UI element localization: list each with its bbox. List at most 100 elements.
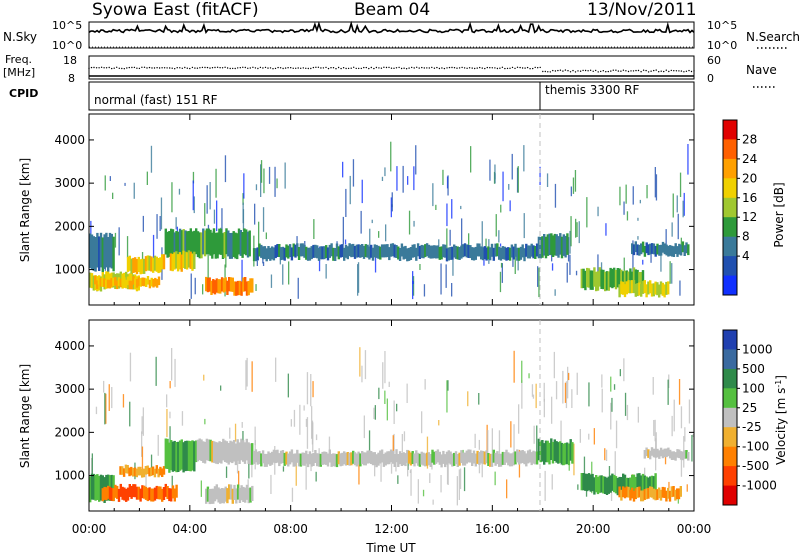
noise-column: [551, 474, 553, 490]
freq-dot: [179, 67, 181, 69]
echo-cell: [239, 230, 242, 256]
noise-column: [481, 458, 483, 478]
echo-cell: [469, 449, 472, 463]
echo-cell: [95, 280, 99, 289]
echo-cell: [195, 228, 198, 255]
echo-cell: [350, 452, 353, 466]
velocity-colorbar-tick-label: -25: [742, 420, 762, 434]
noise-column: [677, 497, 679, 504]
freq-dot: [693, 70, 695, 72]
noise-column: [401, 434, 403, 453]
echo-cell: [665, 448, 668, 458]
echo-cell: [296, 449, 299, 463]
echo-cell: [555, 234, 558, 256]
echo-cell: [634, 488, 637, 500]
echo-cell: [139, 488, 142, 502]
echo-cell: [587, 473, 591, 491]
noise-column: [166, 409, 168, 438]
echo-cell: [424, 244, 427, 258]
freq-dot: [224, 66, 226, 69]
echo-cell: [135, 279, 139, 288]
noise-column: [384, 167, 386, 177]
noise-column: [412, 276, 415, 296]
noise-column: [562, 370, 564, 404]
echo-cell: [240, 438, 243, 461]
echo-cell: [196, 231, 200, 258]
echo-cell: [582, 268, 585, 289]
echo-cell: [413, 244, 416, 258]
echo-cell: [641, 473, 645, 492]
echo-cell: [198, 438, 201, 461]
echo-cell: [230, 232, 234, 259]
noise-column: [220, 385, 222, 391]
echo-cell: [232, 231, 235, 257]
echo-cell: [161, 488, 164, 502]
echo-cell: [370, 244, 373, 258]
echo-cell: [235, 488, 238, 504]
echo-cell: [194, 440, 198, 463]
freq-dot: [461, 66, 463, 69]
freq-dot: [232, 67, 234, 70]
y-tick-label: 3000: [54, 382, 85, 396]
nsky-label: N.Sky: [3, 30, 37, 44]
noise-column: [687, 144, 689, 175]
freq-dot: [390, 67, 393, 69]
echo-cell: [634, 283, 637, 297]
echo-cell: [478, 243, 481, 257]
freq-dot: [267, 67, 269, 69]
freq-dot: [350, 67, 352, 69]
noise-column: [600, 262, 603, 271]
echo-cell: [474, 453, 477, 467]
echo-cell: [152, 488, 155, 502]
freq-dot: [274, 67, 277, 70]
echo-cell: [108, 279, 111, 289]
echo-cell: [636, 269, 639, 290]
echo-cell: [218, 228, 221, 255]
echo-cell: [229, 440, 232, 463]
echo-cell: [205, 276, 208, 292]
echo-cell: [133, 467, 137, 477]
echo-cell: [106, 279, 110, 289]
noise-column: [234, 423, 237, 442]
freq-dot: [416, 66, 418, 69]
noise-column: [467, 391, 469, 407]
noise-column: [342, 161, 344, 178]
noise-column: [576, 372, 578, 395]
echo-cell: [108, 486, 112, 500]
noise-column: [276, 178, 278, 189]
echo-cell: [287, 453, 290, 467]
echo-cell: [544, 440, 548, 463]
echo-cell: [543, 234, 546, 256]
echo-cell: [451, 246, 454, 260]
echo-cell: [326, 247, 330, 261]
noise-column: [619, 186, 621, 206]
echo-cell: [119, 466, 122, 475]
echo-cell: [110, 487, 113, 501]
echo-cell: [155, 465, 158, 474]
noise-column: [336, 241, 338, 245]
echo-cell: [166, 231, 169, 258]
freq-tick-bottom: 8: [68, 72, 75, 85]
echo-cell: [211, 232, 214, 259]
echo-cell: [458, 452, 461, 466]
echo-cell: [119, 483, 122, 497]
echo-cell: [223, 440, 227, 462]
echo-cell: [92, 275, 95, 291]
echo-cell: [674, 452, 677, 461]
echo-cell: [146, 276, 150, 285]
echo-cell: [139, 259, 142, 275]
noise-column: [368, 430, 371, 453]
echo-cell: [114, 277, 117, 286]
echo-cell: [625, 486, 628, 498]
echo-cell: [652, 243, 656, 255]
echo-cell: [184, 440, 187, 472]
noise-column: [105, 393, 107, 424]
echo-cell: [317, 247, 321, 261]
noise-column: [166, 394, 168, 408]
echo-cell: [210, 280, 213, 295]
freq-dot: [516, 66, 519, 69]
freq-dot: [302, 67, 304, 69]
velocity-colorbar-swatch: [723, 368, 737, 389]
echo-cell: [361, 244, 364, 257]
echo-cell: [427, 452, 431, 466]
